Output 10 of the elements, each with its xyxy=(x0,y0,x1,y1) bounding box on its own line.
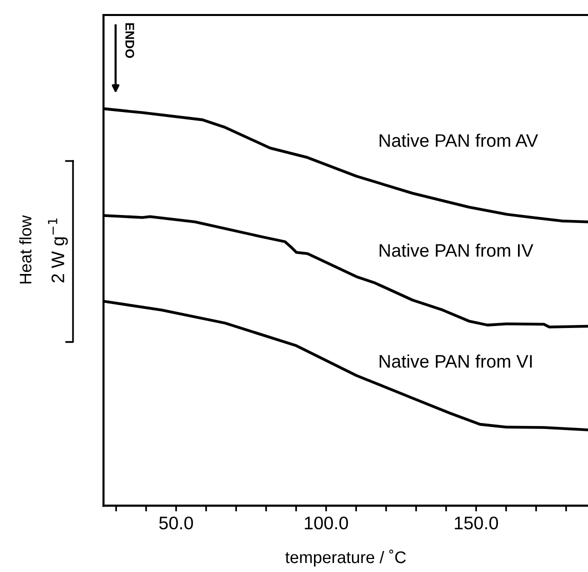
x-tick-label: 50.0 xyxy=(159,516,193,530)
y-axis-title: Heat flow xyxy=(19,215,32,284)
series-label: Native PAN from VI xyxy=(380,354,532,368)
text: 2 W g$^{−1}$ xyxy=(48,218,68,282)
text: ENDO xyxy=(125,23,134,58)
series-label: Native PAN from IV xyxy=(380,244,534,257)
x-tick-label: 150.0 xyxy=(454,516,498,530)
x-tick-label: 100.0 xyxy=(304,516,348,530)
x-axis-title: temperature / ˚C xyxy=(285,550,406,567)
series-label: Native PAN from AV xyxy=(380,134,538,147)
